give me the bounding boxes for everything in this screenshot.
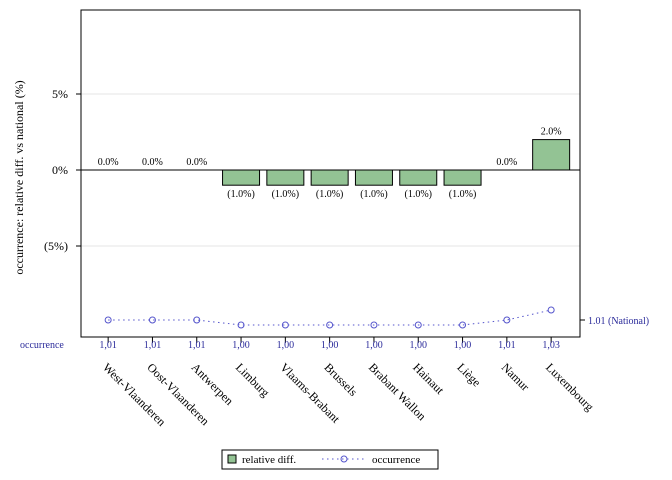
- bar: [443, 169, 482, 186]
- bar: [532, 139, 571, 171]
- occurrence-marker: [370, 321, 378, 329]
- legend-marker-swatch: [340, 455, 348, 463]
- y-axis: 5% 0% (5%): [44, 87, 81, 253]
- occurrence-marker: [281, 321, 289, 329]
- occurrence-line: [108, 309, 552, 326]
- legend-box: [221, 449, 439, 470]
- x-category-label: Limburg: [233, 360, 272, 399]
- occurrence-value-label: 1,01: [498, 340, 516, 351]
- occurrence-series: [104, 306, 585, 329]
- bar-value-label: (1.0%): [272, 189, 300, 200]
- bar-value-label: 0.0%: [142, 157, 163, 168]
- y-tick-label: 0%: [52, 163, 68, 177]
- occurrence-value-label: 1,00: [410, 340, 428, 351]
- occurrence-marker: [547, 306, 555, 314]
- y-tick-label: (5%): [44, 239, 68, 253]
- occurrence-marker: [326, 321, 334, 329]
- bar-value-label: 2.0%: [541, 127, 562, 138]
- bar-value-label: 0.0%: [186, 157, 207, 168]
- bar-value-label: (1.0%): [405, 189, 433, 200]
- bars: [222, 139, 571, 186]
- occurrence-value-label: 1,00: [321, 340, 339, 351]
- y-axis-title: occurrence: relative diff. vs national (…: [12, 80, 26, 274]
- legend-bar-swatch: [227, 454, 237, 464]
- occurrence-row-label: occurrence: [20, 340, 64, 351]
- bar: [354, 169, 393, 186]
- x-category-label: Namur: [499, 360, 532, 393]
- bar: [399, 169, 438, 186]
- occurrence-value-label: 1,00: [277, 340, 295, 351]
- occurrence-value-label: 1,01: [144, 340, 162, 351]
- bar: [266, 169, 305, 186]
- x-category-label: Liège: [454, 360, 483, 389]
- bar-value-label: (1.0%): [360, 189, 388, 200]
- occurrence-value-label: 1,03: [542, 340, 560, 351]
- x-axis: West-VlaanderenOost-VlaanderenAntwerpenL…: [100, 337, 597, 429]
- occurrence-row: 1,01 1,01 1,01 1,00 1,00 1,00 1,00 1,00 1,00 1,01…: [99, 340, 560, 351]
- national-label: 1.01 (National): [588, 316, 649, 327]
- legend-label: relative diff.: [242, 454, 296, 466]
- bar-value-label: (1.0%): [449, 189, 477, 200]
- occurrence-marker: [414, 321, 422, 329]
- occurrence-value-label: 1,01: [188, 340, 206, 351]
- bar-value-label: 0.0%: [98, 157, 119, 168]
- occurrence-marker: [193, 316, 201, 324]
- gridlines: [81, 93, 580, 247]
- occurrence-marker: [104, 316, 112, 324]
- bar: [222, 169, 261, 186]
- occurrence-marker: [503, 316, 511, 324]
- y-tick-label: 5%: [52, 87, 68, 101]
- legend: relative diff. occurrence: [221, 449, 439, 470]
- occurrence-value-label: 1,00: [365, 340, 383, 351]
- occurrence-value-label: 1,00: [454, 340, 472, 351]
- bar-value-label: (1.0%): [316, 189, 344, 200]
- occurrence-value-label: 1,00: [232, 340, 250, 351]
- x-category-label: Hainaut: [410, 360, 447, 397]
- legend-label: occurrence: [372, 454, 420, 466]
- occurrence-marker: [237, 321, 245, 329]
- occurrence-value-label: 1,01: [99, 340, 117, 351]
- bar-value-label: (1.0%): [227, 189, 255, 200]
- x-category-label: Luxembourg: [543, 360, 597, 414]
- occurrence-marker: [148, 316, 156, 324]
- plot-frame: [80, 9, 581, 338]
- occurrence-marker: [459, 321, 467, 329]
- bar-labels: 0.0% 0.0% 0.0% (1.0%) (1.0%) (1.0%) (1.0%) (1.0…: [98, 127, 562, 201]
- x-category-label: Brussels: [322, 360, 361, 399]
- bar-value-label: 0.0%: [496, 157, 517, 168]
- bar: [310, 169, 349, 186]
